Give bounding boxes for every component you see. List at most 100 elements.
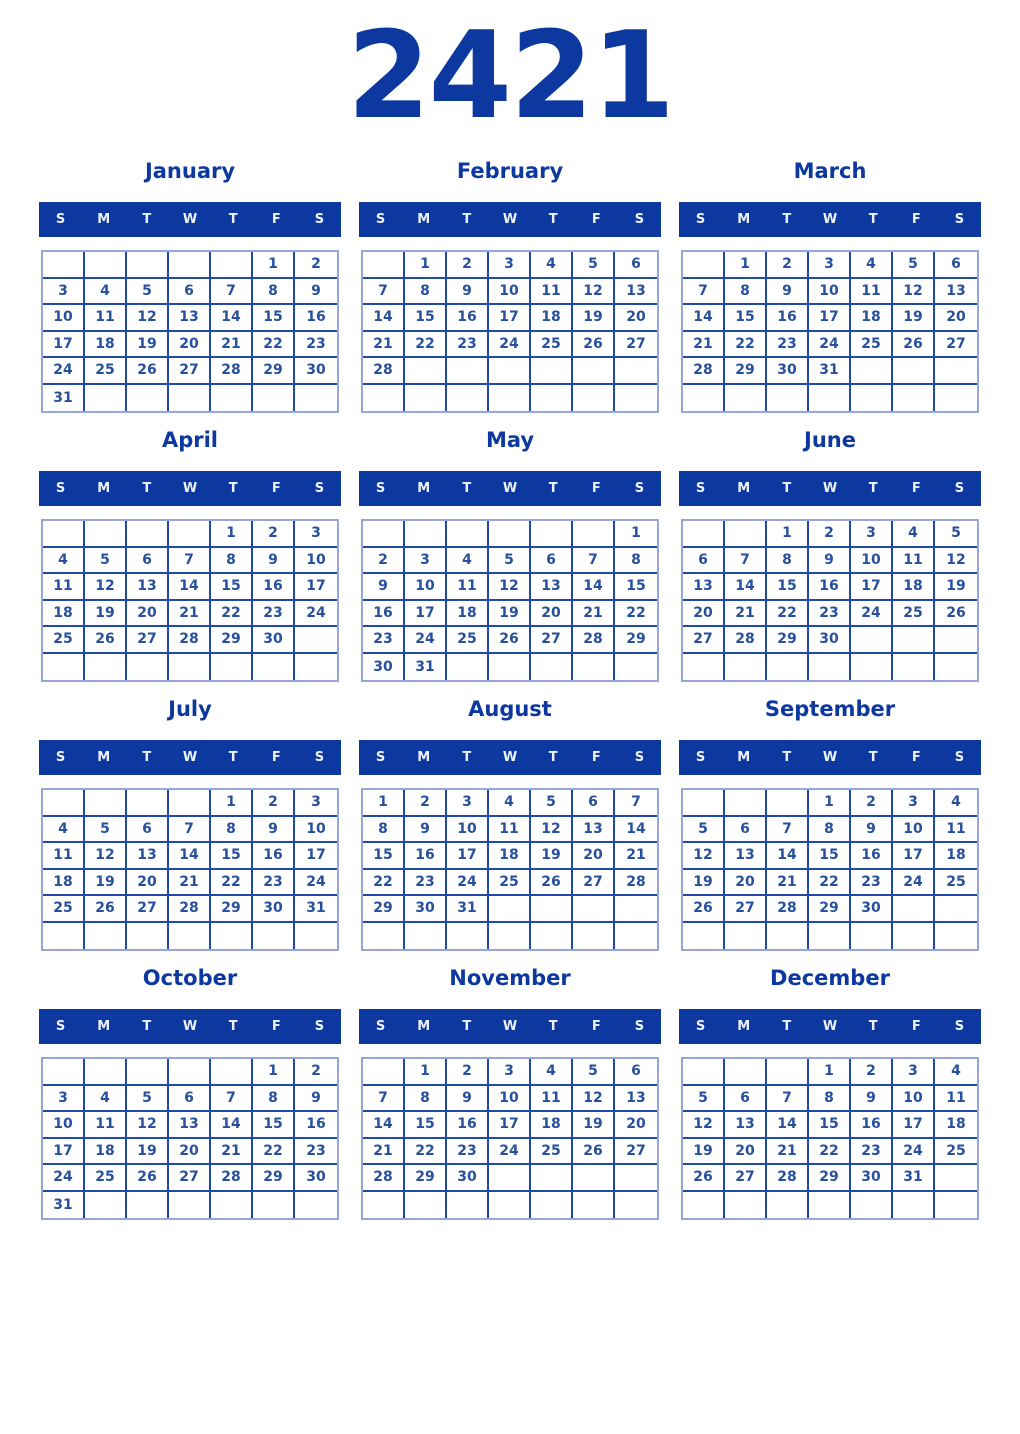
empty-day-cell	[295, 385, 337, 412]
weekday-label: F	[911, 1019, 921, 1034]
day-cell: 8	[809, 1085, 851, 1112]
empty-day-cell	[531, 1191, 573, 1218]
day-cell: 20	[127, 600, 169, 627]
empty-day-cell	[893, 358, 935, 385]
weekday-label: S	[954, 750, 965, 765]
day-cell: 5	[127, 1085, 169, 1112]
weekday-label: W	[502, 481, 518, 496]
empty-day-cell	[935, 896, 977, 923]
day-cell: 28	[767, 896, 809, 923]
month-date-grid: 1 2 3 4 5 6 7 8 9 10 11 12 13 14 15 16 17 18 19 20 21 22 23 24 2…	[41, 519, 339, 682]
day-cell: 12	[573, 278, 615, 305]
day-cell: 21	[211, 331, 253, 358]
day-cell: 18	[43, 869, 85, 896]
empty-day-cell	[683, 1059, 725, 1086]
day-cell: 30	[253, 627, 295, 654]
empty-day-cell	[211, 653, 253, 680]
empty-day-cell	[725, 922, 767, 949]
day-cell: 26	[573, 331, 615, 358]
day-cell: 1	[405, 1059, 447, 1086]
weekday-label: T	[462, 750, 472, 765]
day-cell: 8	[405, 1085, 447, 1112]
day-cell: 7	[767, 1085, 809, 1112]
day-cell: 1	[211, 790, 253, 817]
day-cell: 23	[295, 1139, 337, 1165]
day-cell: 5	[573, 1059, 615, 1086]
day-cell: 10	[43, 1112, 85, 1139]
day-cell: 8	[405, 278, 447, 305]
day-cell: 27	[615, 1139, 657, 1165]
weekday-label: T	[782, 212, 792, 227]
empty-day-cell	[85, 653, 127, 680]
day-cell: 9	[809, 547, 851, 574]
empty-day-cell	[615, 385, 657, 412]
weekday-label: W	[182, 1019, 198, 1034]
weekday-label: T	[782, 750, 792, 765]
day-cell: 16	[851, 1112, 893, 1139]
day-cell: 13	[615, 279, 657, 305]
empty-day-cell	[573, 922, 615, 949]
day-cell: 11	[935, 1086, 977, 1112]
year-title: 2421	[347, 7, 675, 146]
day-cell: 14	[169, 843, 211, 870]
empty-day-cell	[809, 653, 851, 680]
day-cell: 16	[295, 1112, 337, 1139]
day-cell: 20	[683, 600, 725, 627]
empty-day-cell	[683, 252, 725, 279]
day-cell: 12	[85, 574, 127, 601]
empty-day-cell	[295, 1192, 337, 1219]
day-cell: 17	[295, 574, 337, 601]
day-cell: 27	[683, 627, 725, 654]
empty-day-cell	[85, 521, 127, 548]
day-cell: 14	[615, 817, 657, 843]
day-cell: 6	[531, 547, 573, 574]
weekday-label: S	[375, 750, 386, 765]
day-cell: 13	[573, 816, 615, 843]
empty-day-cell	[43, 1059, 85, 1086]
day-cell: 7	[683, 278, 725, 305]
empty-day-cell	[489, 1191, 531, 1218]
day-cell: 7	[169, 816, 211, 843]
day-cell: 25	[447, 627, 489, 654]
day-cell: 15	[253, 1112, 295, 1139]
empty-day-cell	[809, 922, 851, 949]
month-date-grid: 1 2 3 4 5 6 7 8 9 10 11 12 13 14 15 16 17 18 19 20 21 22 23 24 2…	[361, 519, 659, 682]
empty-day-cell	[489, 521, 531, 548]
day-cell: 23	[253, 600, 295, 627]
day-cell: 3	[809, 252, 851, 279]
day-cell: 8	[211, 816, 253, 843]
day-cell: 8	[211, 547, 253, 574]
day-cell: 19	[127, 331, 169, 358]
empty-day-cell	[893, 653, 935, 680]
day-cell: 1	[211, 521, 253, 548]
day-cell: 17	[405, 600, 447, 627]
empty-day-cell	[489, 896, 531, 923]
day-cell: 15	[253, 305, 295, 332]
day-cell: 8	[615, 548, 657, 574]
empty-day-cell	[363, 384, 405, 411]
day-cell: 13	[725, 1112, 767, 1139]
day-cell: 30	[809, 627, 851, 654]
empty-day-cell	[489, 384, 531, 411]
empty-day-cell	[447, 653, 489, 680]
day-cell: 28	[767, 1165, 809, 1192]
empty-day-cell	[573, 653, 615, 680]
day-cell: 23	[253, 869, 295, 896]
day-cell: 1	[615, 521, 657, 548]
day-cell: 9	[405, 816, 447, 843]
month-date-grid: 1 2 3 4 5 6 7 8 9 10 11 12 13 14 15 16 17 18 19 20 21 22 23 24 2…	[361, 1057, 659, 1220]
day-cell: 22	[405, 1138, 447, 1165]
month-date-grid: 1 2 3 4 5 6 7 8 9 10 11 12 13 14 15 16 17 18 19 20 21 22 23 24 2…	[41, 1057, 339, 1220]
weekday-label: F	[591, 1019, 601, 1034]
empty-day-cell	[893, 627, 935, 654]
weekday-label: M	[737, 212, 751, 227]
day-cell: 31	[43, 384, 85, 411]
day-cell: 28	[363, 358, 405, 385]
day-cell: 5	[683, 1085, 725, 1112]
day-cell: 19	[893, 305, 935, 332]
weekday-label: T	[142, 750, 152, 765]
